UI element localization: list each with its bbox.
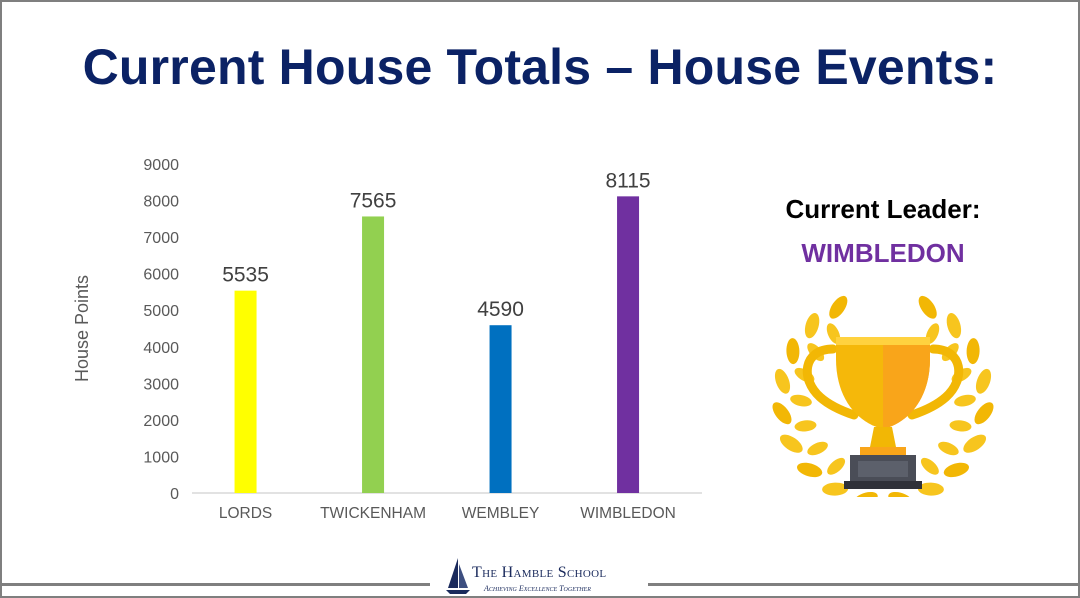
- laurel-left-icon: [772, 295, 878, 497]
- laurel-leaf: [794, 420, 817, 432]
- bar-chart: House Points 0 1000 2000 3000 4000 5000 6000 70…: [72, 157, 702, 522]
- bar-wimbledon: [617, 196, 640, 493]
- laurel-leaf: [772, 402, 792, 425]
- laurel-leaf: [827, 457, 846, 475]
- trophy-cup-icon: [802, 337, 964, 489]
- footer-divider-right: [648, 583, 1080, 586]
- x-tick-label: TWICKENHAM: [320, 505, 426, 522]
- leader-name: WIMBLEDON: [801, 238, 965, 268]
- data-label: 8115: [605, 169, 650, 192]
- laurel-leaf: [963, 434, 987, 453]
- y-axis-title: House Points: [72, 275, 92, 382]
- laurel-leaf: [918, 295, 937, 319]
- y-tick-label: 6000: [143, 267, 179, 284]
- laurel-leaf: [966, 338, 980, 365]
- y-tick-label: 4000: [143, 340, 179, 357]
- data-label: 4590: [477, 298, 524, 321]
- laurel-leaf: [974, 402, 994, 425]
- bar-wembley: [489, 325, 512, 493]
- laurel-leaf: [917, 482, 944, 496]
- y-tick-label: 1000: [143, 449, 179, 466]
- trophy-laurel-icon: [772, 295, 994, 497]
- y-tick-label: 0: [170, 486, 179, 503]
- page-title: Current House Totals – House Events:: [82, 39, 998, 95]
- laurel-leaf: [822, 482, 849, 496]
- y-tick-label: 3000: [143, 376, 179, 393]
- laurel-leaf: [790, 394, 812, 407]
- y-tick-label: 5000: [143, 303, 179, 320]
- laurel-leaf: [807, 441, 828, 456]
- bar-lords: [234, 290, 257, 493]
- x-tick-label: LORDS: [219, 505, 272, 522]
- laurel-leaf: [943, 462, 970, 478]
- laurel-leaf: [949, 420, 972, 432]
- laurel-leaf: [954, 394, 976, 407]
- footer-divider-left: [0, 583, 430, 586]
- school-motto: Achieving Excellence Together: [484, 584, 591, 593]
- school-logo: The Hamble School Achieving Excellence T…: [432, 556, 646, 596]
- laurel-leaf: [796, 462, 823, 478]
- laurel-leaf: [779, 434, 803, 453]
- laurel-leaf: [804, 312, 820, 339]
- laurel-leaf: [786, 338, 800, 365]
- y-tick-label: 7000: [143, 230, 179, 247]
- data-label: 7565: [350, 189, 397, 212]
- school-name: The Hamble School: [472, 564, 607, 581]
- data-label: 5535: [222, 264, 269, 287]
- leader-heading: Current Leader:: [785, 194, 981, 224]
- y-tick-label: 9000: [143, 157, 179, 174]
- bar-twickenham: [362, 216, 385, 493]
- laurel-leaf: [774, 368, 791, 394]
- y-tick-label: 8000: [143, 194, 179, 211]
- x-tick-label: WIMBLEDON: [580, 505, 676, 522]
- x-tick-label: WEMBLEY: [462, 505, 540, 522]
- sailboat-icon: [446, 558, 470, 594]
- laurel-leaf: [975, 368, 992, 394]
- laurel-leaf: [938, 441, 959, 456]
- laurel-leaf: [852, 491, 878, 497]
- y-tick-label: 2000: [143, 413, 179, 430]
- laurel-leaf: [829, 295, 848, 319]
- laurel-leaf: [946, 312, 962, 339]
- laurel-leaf: [920, 457, 939, 475]
- laurel-leaf: [888, 491, 914, 497]
